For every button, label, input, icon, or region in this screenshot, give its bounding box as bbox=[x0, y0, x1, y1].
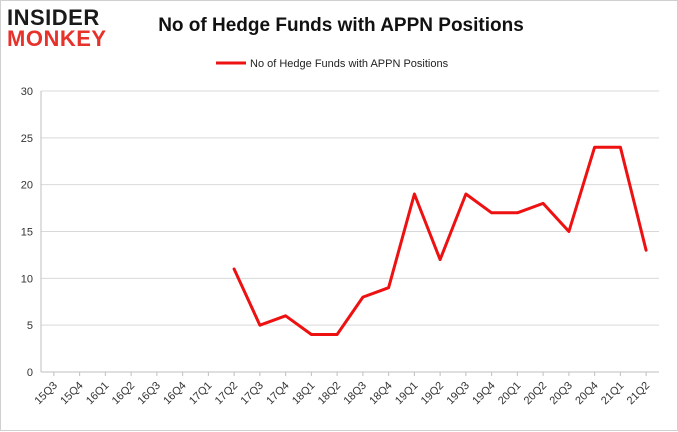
data-point-17Q2 bbox=[232, 267, 236, 271]
data-point-18Q3 bbox=[361, 295, 365, 299]
data-point-21Q1 bbox=[619, 146, 622, 149]
x-tick-label-20Q2: 20Q2 bbox=[522, 380, 550, 408]
data-point-20Q2 bbox=[541, 202, 545, 205]
x-tick-label-16Q4: 16Q4 bbox=[161, 380, 189, 408]
x-tick-label-17Q2: 17Q2 bbox=[213, 380, 241, 408]
x-tick-label-18Q1: 18Q1 bbox=[290, 380, 318, 408]
y-tick-label-25: 25 bbox=[21, 133, 33, 145]
x-tick-label-17Q4: 17Q4 bbox=[264, 380, 292, 408]
x-tick-label-15Q3: 15Q3 bbox=[32, 380, 60, 408]
data-point-17Q4 bbox=[284, 314, 287, 317]
data-point-19Q2 bbox=[438, 258, 442, 261]
legend-label-0: No of Hedge Funds with APPN Positions bbox=[250, 58, 449, 70]
x-tick-labels: 15Q315Q416Q116Q216Q316Q417Q117Q217Q317Q4… bbox=[32, 380, 652, 408]
x-tick-label-21Q1: 21Q1 bbox=[599, 380, 627, 408]
data-point-19Q4 bbox=[490, 211, 493, 214]
insider-monkey-logo: INSIDER MONKEY bbox=[7, 7, 129, 53]
y-tick-label-20: 20 bbox=[21, 180, 33, 192]
data-point-20Q3 bbox=[567, 230, 571, 233]
x-tick-label-16Q2: 16Q2 bbox=[110, 380, 138, 408]
logo-line-2: MONKEY bbox=[7, 26, 107, 51]
data-point-18Q1 bbox=[310, 333, 313, 336]
y-tick-label-0: 0 bbox=[27, 367, 33, 379]
x-tick-label-19Q4: 19Q4 bbox=[470, 380, 498, 408]
x-tick-label-18Q2: 18Q2 bbox=[316, 380, 344, 408]
y-tick-label-10: 10 bbox=[21, 273, 33, 285]
x-tick-label-19Q1: 19Q1 bbox=[393, 380, 421, 408]
y-tick-label-5: 5 bbox=[27, 320, 33, 332]
x-tick-label-20Q3: 20Q3 bbox=[547, 380, 575, 408]
data-point-17Q3 bbox=[258, 323, 262, 327]
logo-line-1: INSIDER bbox=[7, 5, 100, 30]
axes bbox=[40, 91, 659, 376]
data-point-18Q2 bbox=[335, 333, 339, 336]
y-tick-label-30: 30 bbox=[21, 86, 33, 98]
x-tick-label-16Q1: 16Q1 bbox=[84, 380, 112, 408]
data-point-19Q3 bbox=[464, 192, 468, 196]
x-tick-label-15Q4: 15Q4 bbox=[58, 380, 86, 408]
x-tick-label-17Q3: 17Q3 bbox=[238, 380, 266, 408]
x-tick-label-16Q3: 16Q3 bbox=[135, 380, 163, 408]
data-point-20Q4 bbox=[593, 146, 596, 149]
y-tick-labels: 0 5 10 15 20 25 30 bbox=[21, 86, 33, 379]
x-tick-label-19Q3: 19Q3 bbox=[444, 380, 472, 408]
x-tick-label-20Q1: 20Q1 bbox=[496, 380, 524, 408]
series-group bbox=[232, 145, 648, 336]
grid-lines bbox=[41, 90, 659, 326]
data-point-21Q2 bbox=[644, 249, 648, 252]
data-point-20Q1 bbox=[516, 211, 519, 214]
x-tick-label-18Q3: 18Q3 bbox=[341, 380, 369, 408]
x-tick-label-21Q2: 21Q2 bbox=[625, 380, 653, 408]
x-tick-label-19Q2: 19Q2 bbox=[419, 380, 447, 408]
data-point-18Q4 bbox=[387, 286, 390, 289]
legend: No of Hedge Funds with APPN Positions bbox=[216, 58, 449, 70]
chart-title: No of Hedge Funds with APPN Positions bbox=[158, 15, 524, 36]
series-line-0 bbox=[232, 145, 648, 336]
data-point-19Q1 bbox=[413, 192, 416, 196]
y-tick-label-15: 15 bbox=[21, 227, 33, 239]
x-tick-label-17Q1: 17Q1 bbox=[187, 380, 215, 408]
x-tick-label-20Q4: 20Q4 bbox=[573, 380, 601, 408]
x-tick-label-18Q4: 18Q4 bbox=[367, 380, 395, 408]
